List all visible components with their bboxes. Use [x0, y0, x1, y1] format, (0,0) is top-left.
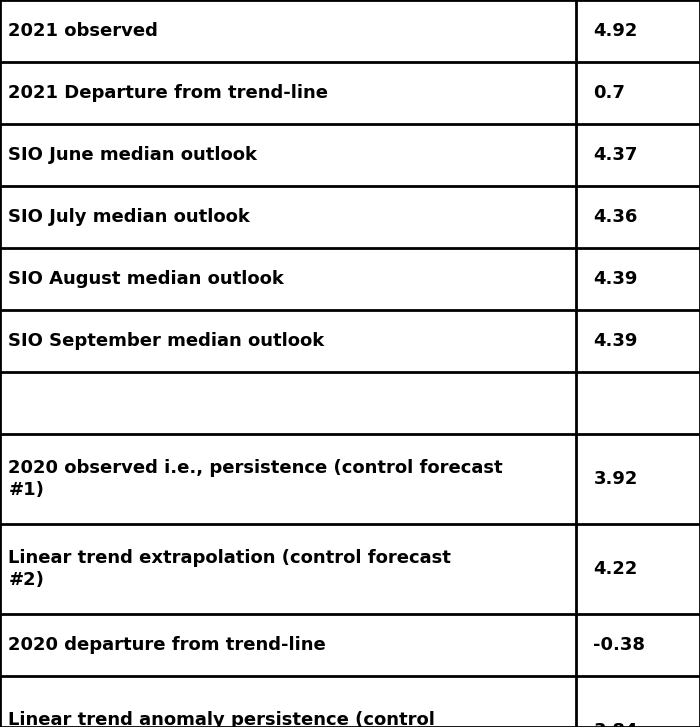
Text: 4.39: 4.39	[594, 332, 638, 350]
Text: 4.22: 4.22	[594, 560, 638, 578]
Text: SIO June median outlook: SIO June median outlook	[8, 146, 258, 164]
Text: SIO September median outlook: SIO September median outlook	[8, 332, 325, 350]
Text: 4.92: 4.92	[594, 22, 638, 40]
Text: SIO July median outlook: SIO July median outlook	[8, 208, 251, 226]
Text: 3.84: 3.84	[594, 721, 638, 727]
Text: 2021 Departure from trend-line: 2021 Departure from trend-line	[8, 84, 328, 102]
Text: SIO August median outlook: SIO August median outlook	[8, 270, 284, 288]
Text: 2020 departure from trend-line: 2020 departure from trend-line	[8, 636, 326, 654]
Text: 4.37: 4.37	[594, 146, 638, 164]
Text: Linear trend anomaly persistence (control
forecast #3): Linear trend anomaly persistence (contro…	[8, 711, 435, 727]
Text: -0.38: -0.38	[594, 636, 645, 654]
Text: 2021 observed: 2021 observed	[8, 22, 158, 40]
Text: 3.92: 3.92	[594, 470, 638, 488]
Text: 0.7: 0.7	[594, 84, 625, 102]
Text: 4.39: 4.39	[594, 270, 638, 288]
Text: 2020 observed i.e., persistence (control forecast
#1): 2020 observed i.e., persistence (control…	[8, 459, 503, 499]
Text: 4.36: 4.36	[594, 208, 638, 226]
Text: Linear trend extrapolation (control forecast
#2): Linear trend extrapolation (control fore…	[8, 550, 452, 589]
